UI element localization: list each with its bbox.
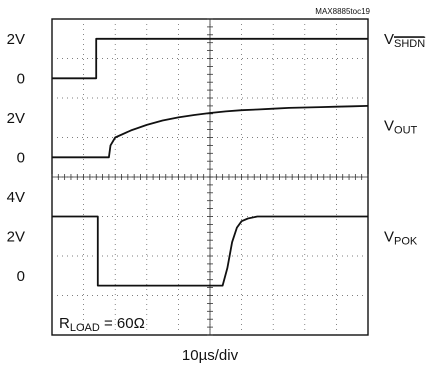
trace-vout bbox=[52, 105, 369, 159]
y-tick-label: 0 bbox=[17, 149, 25, 166]
y-tick-label: 0 bbox=[17, 70, 25, 87]
grid bbox=[51, 18, 369, 336]
trace-labels: VSHDN VOUT VPOK bbox=[384, 31, 425, 248]
y-tick-label: 2V bbox=[7, 110, 25, 127]
trace-label-vshdn: VSHDN bbox=[384, 31, 425, 50]
trace-label-vout: VOUT bbox=[384, 118, 418, 137]
y-tick-label: 4V bbox=[7, 189, 25, 206]
load-annotation: RLOAD = 60Ω bbox=[59, 315, 145, 334]
y-tick-label: 2V bbox=[7, 228, 25, 245]
trace-vpok bbox=[52, 215, 368, 287]
y-tick-labels: 2V 0 2V 0 4V 2V 0 bbox=[7, 31, 25, 285]
trace-vshdn bbox=[52, 37, 368, 80]
y-tick-label: 0 bbox=[17, 268, 25, 285]
figure-id: MAX8885toc19 bbox=[315, 7, 370, 16]
y-tick-label: 2V bbox=[7, 31, 25, 48]
x-axis-label: 10µs/div bbox=[182, 347, 239, 364]
trace-label-vpok: VPOK bbox=[384, 228, 418, 247]
traces bbox=[52, 37, 369, 287]
